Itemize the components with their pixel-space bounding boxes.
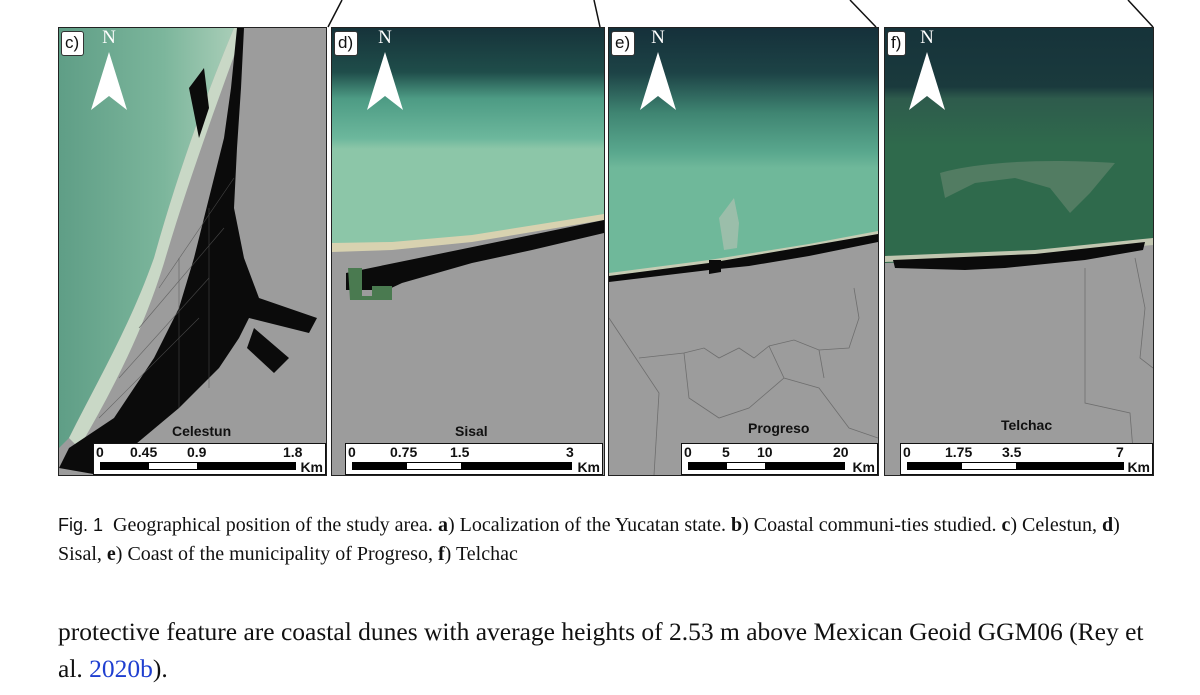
caption-text: ) Celestun,: [1010, 514, 1103, 536]
caption-text: ) Coastal communi-ties studied.: [742, 514, 1002, 536]
north-arrow-icon: [909, 52, 945, 110]
panel-label: f): [887, 31, 907, 56]
scale-tick: 0.9: [187, 444, 207, 460]
scale-tick: 20: [833, 444, 849, 460]
caption-text: ) Sisal,: [58, 514, 1120, 565]
place-label: Celestun: [172, 423, 232, 439]
scale-bar: 0 0.75 1.5 3 Km: [345, 443, 603, 475]
caption-panel-ref: c: [1001, 514, 1011, 536]
place-label: Progreso: [748, 420, 810, 436]
north-label: N: [651, 27, 665, 48]
caption-text: Geographical position of the study area.: [113, 514, 438, 536]
scale-tick: 0: [96, 444, 104, 460]
north-arrow: N: [365, 28, 415, 118]
caption-text: ) Coast of the municipality of Progreso,: [115, 543, 438, 565]
caption-panel-ref: b: [730, 514, 743, 536]
place-label: Sisal: [455, 423, 488, 439]
place-label: Telchac: [1001, 417, 1053, 433]
north-arrow-icon: [367, 52, 403, 110]
scale-tick: 1.8: [283, 444, 303, 460]
scale-tick: 1.75: [945, 444, 973, 460]
panel-label: c): [61, 31, 85, 56]
figure-label: Fig. 1: [58, 515, 104, 535]
scale-bar-graphic: [688, 462, 845, 470]
scale-bar: 0 5 10 20 Km: [681, 443, 878, 475]
scale-bar: 0 0.45 0.9 1.8 Km: [93, 443, 326, 475]
scale-unit: Km: [300, 459, 323, 475]
caption-panel-ref: e: [106, 543, 116, 565]
scale-bar-graphic: [100, 462, 296, 470]
scale-unit: Km: [852, 459, 875, 475]
caption-panel-ref: a: [437, 514, 448, 536]
map-panel-telchac: f) N Telchac 0 1.75 3.5 7 Km: [884, 27, 1154, 476]
scale-tick: 1.5: [450, 444, 470, 460]
north-arrow: N: [89, 28, 139, 118]
citation-link[interactable]: 2020b: [89, 654, 153, 683]
caption-text: ) Telchac: [444, 543, 518, 565]
scale-unit: Km: [577, 459, 600, 475]
caption-text: ) Localization of the Yucatan state.: [447, 514, 731, 536]
north-label: N: [378, 27, 392, 48]
north-label: N: [920, 27, 934, 48]
body-text: ).: [152, 654, 168, 683]
panel-label: d): [334, 31, 359, 56]
scale-bar: 0 1.75 3.5 7 Km: [900, 443, 1153, 475]
scale-tick: 0: [903, 444, 911, 460]
scale-tick: 10: [757, 444, 773, 460]
caption-panel-ref: f: [437, 543, 445, 565]
north-arrow: N: [907, 28, 957, 118]
scale-unit: Km: [1127, 459, 1150, 475]
celestun-map-image: [59, 28, 326, 475]
north-arrow-icon: [91, 52, 127, 110]
figure-caption: Fig. 1 Geographical position of the stud…: [58, 511, 1158, 569]
caption-panel-ref: d: [1102, 514, 1114, 536]
map-panel-progreso: e) N Progreso 0 5 10 20 Km: [608, 27, 879, 476]
body-paragraph: protective feature are coastal dunes wit…: [58, 613, 1158, 687]
map-panel-celestun: c) N Celestun 0 0.45 0.9 1.8 Km: [58, 27, 327, 476]
scale-tick: 0.45: [130, 444, 158, 460]
sisal-map-image: [332, 28, 604, 475]
telchac-map-image: [885, 28, 1153, 475]
north-arrow-icon: [640, 52, 676, 110]
scale-tick: 7: [1116, 444, 1124, 460]
map-panel-sisal: d) N Sisal 0 0.75 1.5 3 Km: [331, 27, 605, 476]
scale-tick: 3.5: [1002, 444, 1022, 460]
north-arrow: N: [638, 28, 688, 118]
panel-label: e): [611, 31, 636, 56]
scale-bar-graphic: [352, 462, 572, 470]
scale-tick: 0: [684, 444, 692, 460]
scale-tick: 0.75: [390, 444, 418, 460]
north-label: N: [102, 27, 116, 48]
scale-tick: 0: [348, 444, 356, 460]
progreso-map-image: [609, 28, 878, 475]
scale-bar-graphic: [907, 462, 1124, 470]
scale-tick: 5: [722, 444, 730, 460]
scale-tick: 3: [566, 444, 574, 460]
body-text: protective feature are coastal dunes wit…: [58, 617, 1144, 683]
leader-lines: [327, 0, 1154, 28]
